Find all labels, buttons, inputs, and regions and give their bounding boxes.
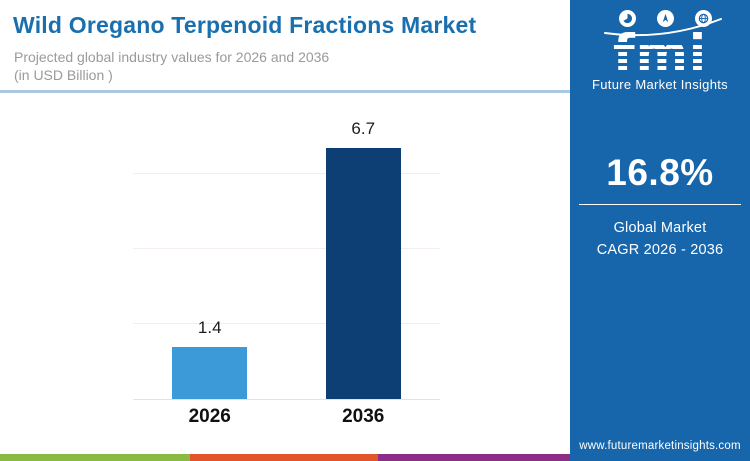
bar-chart: 1.4 2026 6.7 2036 (133, 104, 440, 427)
bar-category-2036: 2036 (342, 406, 385, 427)
page-title: Wild Oregano Terpenoid Fractions Market (13, 12, 477, 38)
fmi-logo: fmi Future Market Insights (570, 8, 750, 92)
logo-tagline: Future Market Insights (592, 77, 728, 92)
bar-value-2026: 1.4 (197, 317, 222, 337)
chart-panel: Wild Oregano Terpenoid Fractions Market … (0, 12, 570, 427)
globe-icon (695, 10, 712, 27)
logo-stripe (607, 42, 713, 45)
logo-stripe (607, 49, 713, 52)
gridline-4 (133, 248, 440, 250)
footer-stripe (0, 454, 570, 461)
gridline-6 (133, 173, 440, 175)
sidebar: fmi Future Market Insights 16.8% Global … (570, 0, 750, 461)
logo-stripe (607, 56, 713, 59)
logo-stripe (607, 63, 713, 66)
bar-value-2036: 6.7 (351, 118, 376, 138)
bar-category-2026: 2026 (188, 406, 231, 427)
logo-stripe (607, 70, 713, 73)
website-url: www.futuremarketinsights.com (579, 440, 741, 452)
bar-2036 (325, 147, 401, 399)
bar-2026 (172, 346, 248, 399)
cagr-label-line1: Global Market (613, 220, 707, 236)
compass-icon (657, 10, 674, 27)
cagr-stat: 16.8% Global Market CAGR 2026 - 2036 (570, 152, 750, 262)
subtitle-line1: Projected global industry values for 202… (14, 49, 330, 65)
stripe-segment-1 (190, 454, 378, 461)
pie-chart-icon (619, 10, 636, 27)
logo-icons (585, 8, 735, 37)
subtitle: Projected global industry values for 202… (14, 48, 329, 85)
subtitle-line2: (in USD Billion ) (14, 67, 113, 84)
logo-text: fmi (607, 28, 713, 78)
cagr-label-line2: CAGR 2026 - 2036 (596, 242, 724, 259)
gridline-2 (133, 323, 440, 325)
cagr-divider (579, 204, 741, 205)
header-divider (0, 90, 570, 93)
stripe-segment-2 (378, 454, 570, 461)
cagr-label: Global Market CAGR 2026 - 2036 (570, 217, 750, 262)
stripe-segment-0 (0, 454, 190, 461)
cagr-value: 16.8% (606, 152, 714, 193)
